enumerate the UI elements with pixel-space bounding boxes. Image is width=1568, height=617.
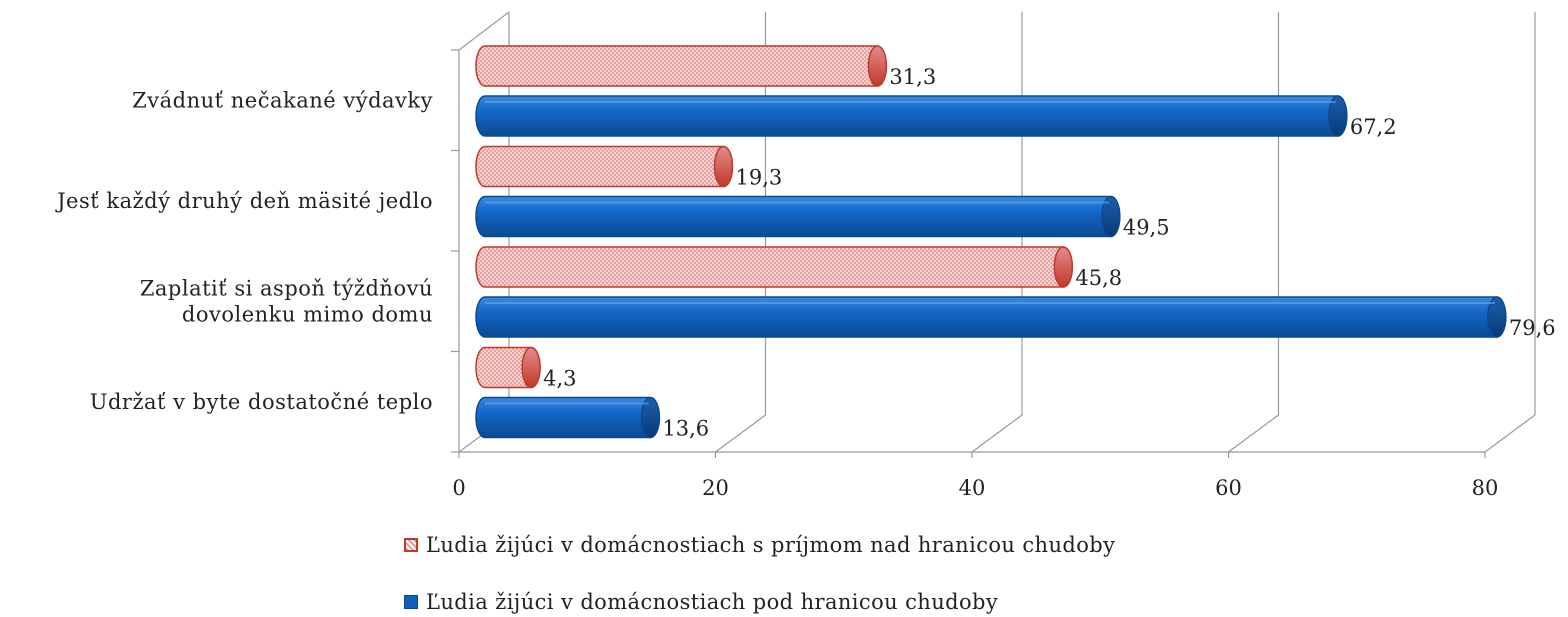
side-wall-top-edge [458,11,510,51]
data-label-above-zvadnut-necakane-vydavky: 31,3 [889,65,936,89]
bar-end-cap [1053,246,1074,288]
category-label-jest-kazdy-druhy-den-masite-jedlo: Jesť každý druhý deň mäsité jedlo [55,189,433,213]
bar-below-poverty-zaplatit-si-aspon-tyzdnovu-dovolenku-mimo-domu [475,296,1507,338]
x-tick-label-80: 80 [1472,476,1499,500]
bar-body [475,246,1065,288]
bar-below-poverty-udrzat-v-byte-dostatocne-teplo [475,396,661,439]
floor-gridline-20 [715,414,766,453]
bar-end-cap [1101,195,1121,238]
category-label-zaplatit-si-aspon-tyzdnovu-dovolenku-mimo-domu-line-1: Zaplatiť si aspoň týždňovú [140,276,433,300]
x-tick-label-0: 0 [452,476,465,500]
legend-swatch-below-poverty [404,595,418,609]
bar-above-poverty-udrzat-v-byte-dostatocne-teplo [475,346,541,389]
data-label-above-zaplatit-si-aspon-tyzdnovu-dovolenku-mimo-domu: 45,8 [1075,266,1122,290]
bar-end-cap [1487,296,1507,338]
category-label-zaplatit-si-aspon-tyzdnovu-dovolenku-mimo-domu-line-2: dovolenku mimo domu [182,302,433,326]
data-label-below-zaplatit-si-aspon-tyzdnovu-dovolenku-mimo-domu: 79,6 [1509,316,1556,340]
x-tick-label-60: 60 [1215,476,1242,500]
legend-item-below-poverty: Ľudia žijúci v domácnostiach pod hranico… [404,590,998,614]
labels-layer: 31,3 67,2 Zvádnuť nečakané výdavky 19,3 49,5… [55,65,1556,441]
category-label-zvadnut-necakane-vydavky: Zvádnuť nečakané výdavky [132,88,433,112]
bar-body [475,45,879,87]
bar-above-poverty-jest-kazdy-druhy-den-masite-jedlo [475,145,734,188]
bar-end-cap [713,145,734,188]
bar-body [475,296,1498,338]
legend-label-above-poverty: Ľudia žijúci v domácnostiach s príjmom n… [426,533,1116,557]
bar-body [475,145,725,188]
legend-item-above-poverty: Ľudia žijúci v domácnostiach s príjmom n… [404,533,1115,557]
data-label-above-jest-kazdy-druhy-den-masite-jedlo: 19,3 [736,166,783,190]
bar-below-poverty-jest-kazdy-druhy-den-masite-jedlo [475,195,1121,238]
bar-below-poverty-zvadnut-necakane-vydavky [475,95,1348,137]
floor-gridline-40 [971,414,1023,453]
floor-gridline-60 [1228,414,1279,453]
data-label-below-udrzat-v-byte-dostatocne-teplo: 13,6 [662,417,709,441]
x-tick-label-20: 20 [702,476,729,500]
bar-end-cap [640,396,661,439]
bar-end-cap [867,45,888,87]
bar-end-cap [1328,95,1348,137]
data-label-below-jest-kazdy-druhy-den-masite-jedlo: 49,5 [1123,216,1170,240]
bar-body [475,396,652,439]
bars-layer [475,45,1507,439]
bar-chart: 0 20 40 60 80 31,3 67,2 Zvádnuť nečakané výdav… [55,11,1556,500]
bar-body [475,346,532,389]
x-tick-label-40: 40 [959,476,986,500]
bar-above-poverty-zaplatit-si-aspon-tyzdnovu-dovolenku-mimo-domu [475,246,1074,288]
legend-label-below-poverty: Ľudia žijúci v domácnostiach pod hranico… [426,590,999,614]
floor-gridline-80 [1484,414,1536,453]
bar-end-cap [521,346,541,389]
data-label-above-udrzat-v-byte-dostatocne-teplo: 4,3 [543,367,576,391]
data-label-below-zvadnut-necakane-vydavky: 67,2 [1350,115,1397,139]
bar-body [475,195,1112,238]
bar-above-poverty-zvadnut-necakane-vydavky [475,45,888,87]
category-label-udrzat-v-byte-dostatocne-teplo: Udržať v byte dostatočné teplo [90,390,433,414]
bar-body [475,95,1339,137]
legend-swatch-above-poverty [404,538,418,552]
